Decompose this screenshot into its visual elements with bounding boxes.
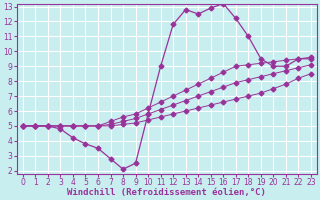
X-axis label: Windchill (Refroidissement éolien,°C): Windchill (Refroidissement éolien,°C) xyxy=(68,188,266,197)
